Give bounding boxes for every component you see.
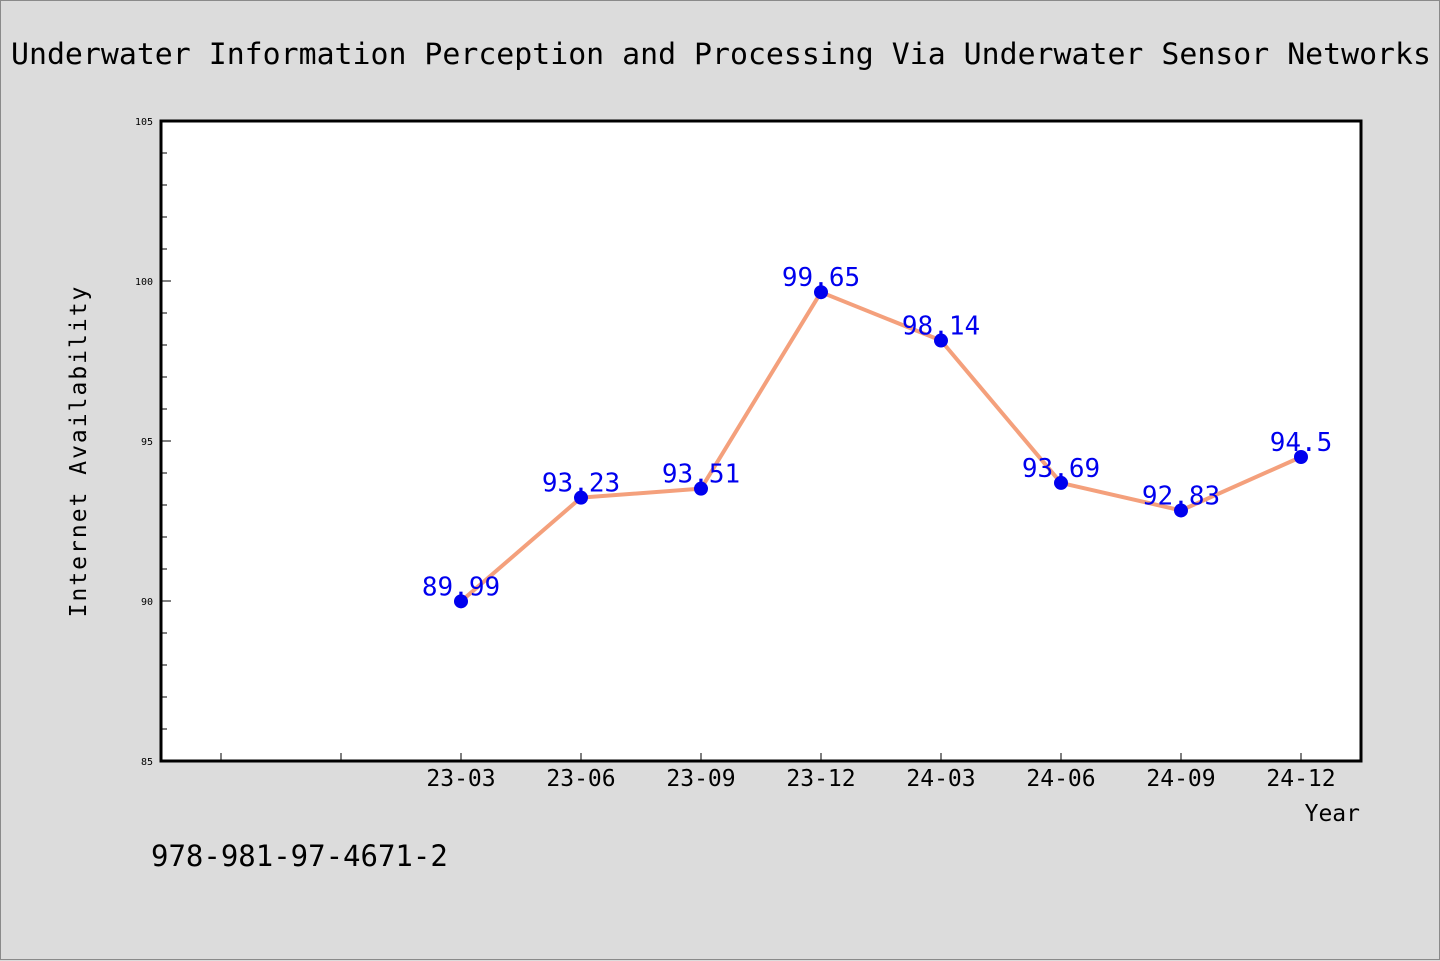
x-tick-label: 24-09 [1146,766,1215,792]
data-label: 93.69 [1022,454,1100,484]
y-tick-label: 90 [141,597,153,608]
x-tick-label: 24-03 [906,766,975,792]
data-point [574,490,588,505]
x-tick-label: 24-06 [1026,766,1095,792]
x-tick-label: 23-03 [426,766,495,792]
y-tick-label: 105 [135,117,153,128]
x-tick-label: 24-12 [1266,766,1335,792]
data-label: 93.23 [542,469,620,499]
y-tick-label: 100 [135,277,153,288]
data-label: 99.65 [782,263,860,293]
data-label: 93.51 [662,460,740,490]
series-line [459,290,1303,604]
data-point [694,481,708,496]
x-axis-label: Year [1305,801,1360,827]
data-point [1054,475,1068,490]
data-point [1174,503,1188,518]
y-axis: 85 90 95 100 105 [135,117,171,768]
x-tick-label: 23-06 [546,766,615,792]
x-tick-label: 23-12 [786,766,855,792]
data-point [1294,450,1308,464]
data-label: 94.5 [1270,428,1333,458]
chart-title: Underwater Information Perception and Pr… [11,37,1431,71]
data-label: 89.99 [422,572,500,602]
series-layer: 89.99 93.23 93.51 99.65 98.14 93.69 92.83 94.5 [422,263,1333,609]
y-tick-label: 95 [141,437,153,448]
y-tick-label: 85 [141,757,153,768]
y-axis-label: Internet Availability [66,285,92,618]
footer-isbn: 978-981-97-4671-2 [151,839,448,873]
plot-area [159,119,1363,763]
data-point [934,333,948,348]
x-axis: 23-03 23-06 23-09 23-12 24-03 24-06 24-09 24-12 [220,753,1336,792]
data-label: 98.14 [902,312,980,342]
x-tick-label: 23-09 [666,766,735,792]
data-label: 92.83 [1142,481,1220,511]
data-point [454,594,468,609]
data-point [814,285,828,300]
